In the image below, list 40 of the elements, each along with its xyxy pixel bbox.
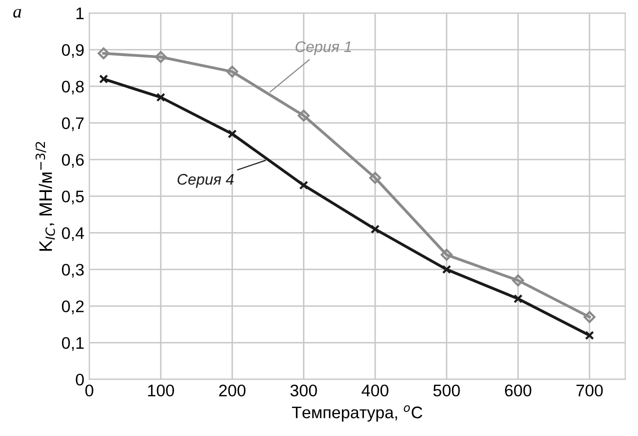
y-tick-label: 0,9: [62, 44, 84, 58]
y-tick-label: 0,2: [62, 300, 84, 314]
point: [228, 129, 237, 138]
point: [98, 47, 110, 60]
text: Серия 1: [296, 41, 351, 56]
y-tick-label: 0,6: [62, 154, 84, 168]
point: [584, 311, 596, 324]
x-tick-label: 200: [219, 384, 246, 396]
x-tick-label: 600: [505, 384, 532, 396]
y-tick-label: 0,1: [62, 337, 84, 351]
y-tick-label: 0,7: [62, 117, 84, 132]
point: [440, 248, 453, 261]
point: [299, 180, 308, 190]
x-tick-label: 100: [148, 384, 174, 396]
y-tick-label: 0: [76, 374, 84, 386]
text: а: [13, 8, 22, 18]
point: [512, 274, 524, 286]
y-tick-label: 0,8: [62, 80, 84, 94]
point: [226, 66, 238, 78]
y-tick-label: 1: [76, 8, 84, 20]
x-axis-title: Температура, $^{o}$C: [292, 405, 422, 422]
y-tick-label: 0,5: [62, 190, 84, 204]
text: Серия 4: [178, 174, 234, 188]
x-tick-label: 300: [290, 384, 317, 396]
point: [154, 51, 167, 63]
point: [156, 92, 166, 102]
y-tick-label: 0,3: [62, 264, 84, 278]
point: [370, 224, 380, 234]
x-tick-label: 700: [576, 384, 603, 396]
y-axis-title: K$_{IC}$, МН/м$^{−3/2}$: [36, 142, 55, 251]
point: [99, 74, 108, 84]
point: [298, 110, 310, 122]
point: [514, 294, 523, 304]
y-tick-label: 0,4: [62, 227, 84, 241]
x-tick-label: 500: [433, 384, 460, 396]
x-tick-label: 400: [362, 384, 388, 396]
point: [584, 330, 594, 340]
point: [369, 172, 382, 184]
point: [442, 264, 452, 274]
x-tick-label: 0: [85, 384, 94, 396]
